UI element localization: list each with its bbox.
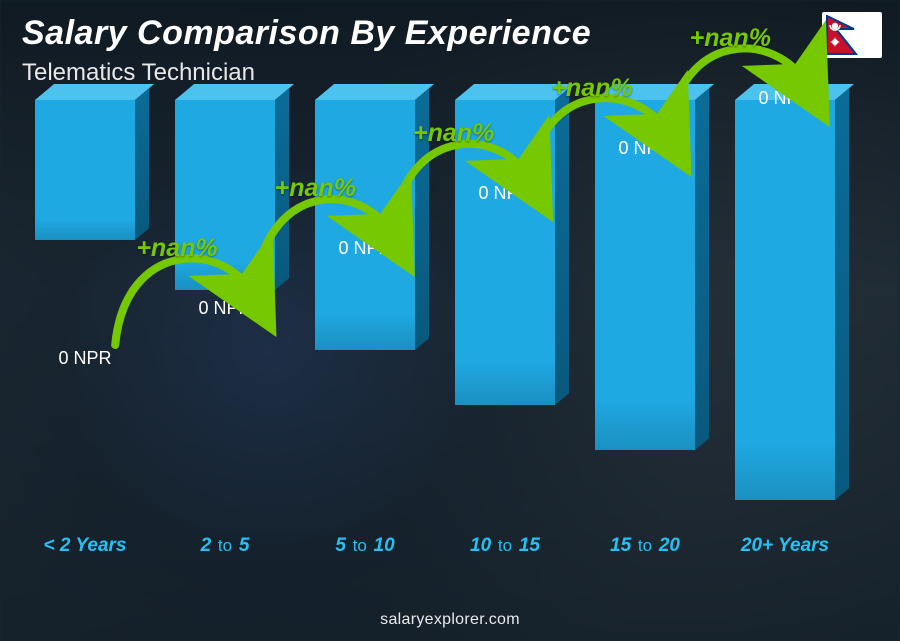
bar-column bbox=[315, 100, 415, 350]
delta-label: +nan% bbox=[136, 234, 217, 263]
x-label-part: to bbox=[633, 536, 657, 555]
bar: 0 NPR bbox=[440, 100, 570, 531]
x-label-part: 15 bbox=[519, 535, 540, 556]
bar: 0 NPR bbox=[300, 100, 430, 531]
bar-value-label: 0 NPR bbox=[435, 183, 575, 204]
x-axis-label: < 2 Years bbox=[20, 535, 150, 571]
bar-side bbox=[135, 88, 149, 240]
bar: 0 NPR bbox=[160, 100, 290, 531]
bar-side bbox=[835, 88, 849, 500]
x-label-part: < 2 bbox=[44, 535, 71, 556]
x-axis-labels: < 2 Years2 to 55 to 1010 to 1515 to 2020… bbox=[20, 535, 850, 571]
delta-label: +nan% bbox=[413, 119, 494, 148]
x-axis-label: 5 to 10 bbox=[300, 535, 430, 571]
x-label-part: 2 bbox=[201, 535, 212, 556]
x-axis-label: 15 to 20 bbox=[580, 535, 710, 571]
bar: 0 NPR bbox=[20, 100, 150, 531]
x-label-part: to bbox=[348, 536, 372, 555]
delta-label: +nan% bbox=[690, 24, 771, 53]
x-label-part: 10 bbox=[470, 535, 491, 556]
x-axis-label: 20+ Years bbox=[720, 535, 850, 571]
x-axis-label: 10 to 15 bbox=[440, 535, 570, 571]
delta-label: +nan% bbox=[551, 74, 632, 103]
x-axis-label: 2 to 5 bbox=[160, 535, 290, 571]
bar: 0 NPR bbox=[580, 100, 710, 531]
bar-column bbox=[35, 100, 135, 240]
bar-front bbox=[315, 100, 415, 350]
x-label-part: to bbox=[213, 536, 237, 555]
x-label-part: 5 bbox=[239, 535, 250, 556]
delta-label: +nan% bbox=[275, 174, 356, 203]
chart-subtitle: Telematics Technician bbox=[22, 59, 820, 87]
x-label-part: Years bbox=[778, 535, 829, 556]
x-label-part: Years bbox=[75, 535, 126, 556]
bar-front bbox=[735, 100, 835, 500]
nepal-flag-icon bbox=[822, 12, 882, 58]
bar-column bbox=[735, 100, 835, 500]
bar-value-label: 0 NPR bbox=[575, 138, 715, 159]
x-label-part: to bbox=[493, 536, 517, 555]
bar-value-label: 0 NPR bbox=[295, 238, 435, 259]
bar: 0 NPR bbox=[720, 100, 850, 531]
bar-value-label: 0 NPR bbox=[155, 298, 295, 319]
footer-attribution: salaryexplorer.com bbox=[0, 611, 900, 629]
x-label-part: 10 bbox=[374, 535, 395, 556]
x-label-part: 20+ bbox=[741, 535, 773, 556]
bar-value-label: 0 NPR bbox=[15, 348, 155, 369]
bar-value-label: 0 NPR bbox=[715, 88, 855, 109]
bar-front bbox=[35, 100, 135, 240]
x-label-part: 20 bbox=[659, 535, 680, 556]
bar-side bbox=[555, 88, 569, 405]
x-label-part: 15 bbox=[610, 535, 631, 556]
x-label-part: 5 bbox=[335, 535, 346, 556]
bars-container: 0 NPR0 NPR0 NPR0 NPR0 NPR0 NPR bbox=[20, 100, 850, 531]
bar-chart: 0 NPR0 NPR0 NPR0 NPR0 NPR0 NPR < 2 Years… bbox=[20, 100, 850, 571]
